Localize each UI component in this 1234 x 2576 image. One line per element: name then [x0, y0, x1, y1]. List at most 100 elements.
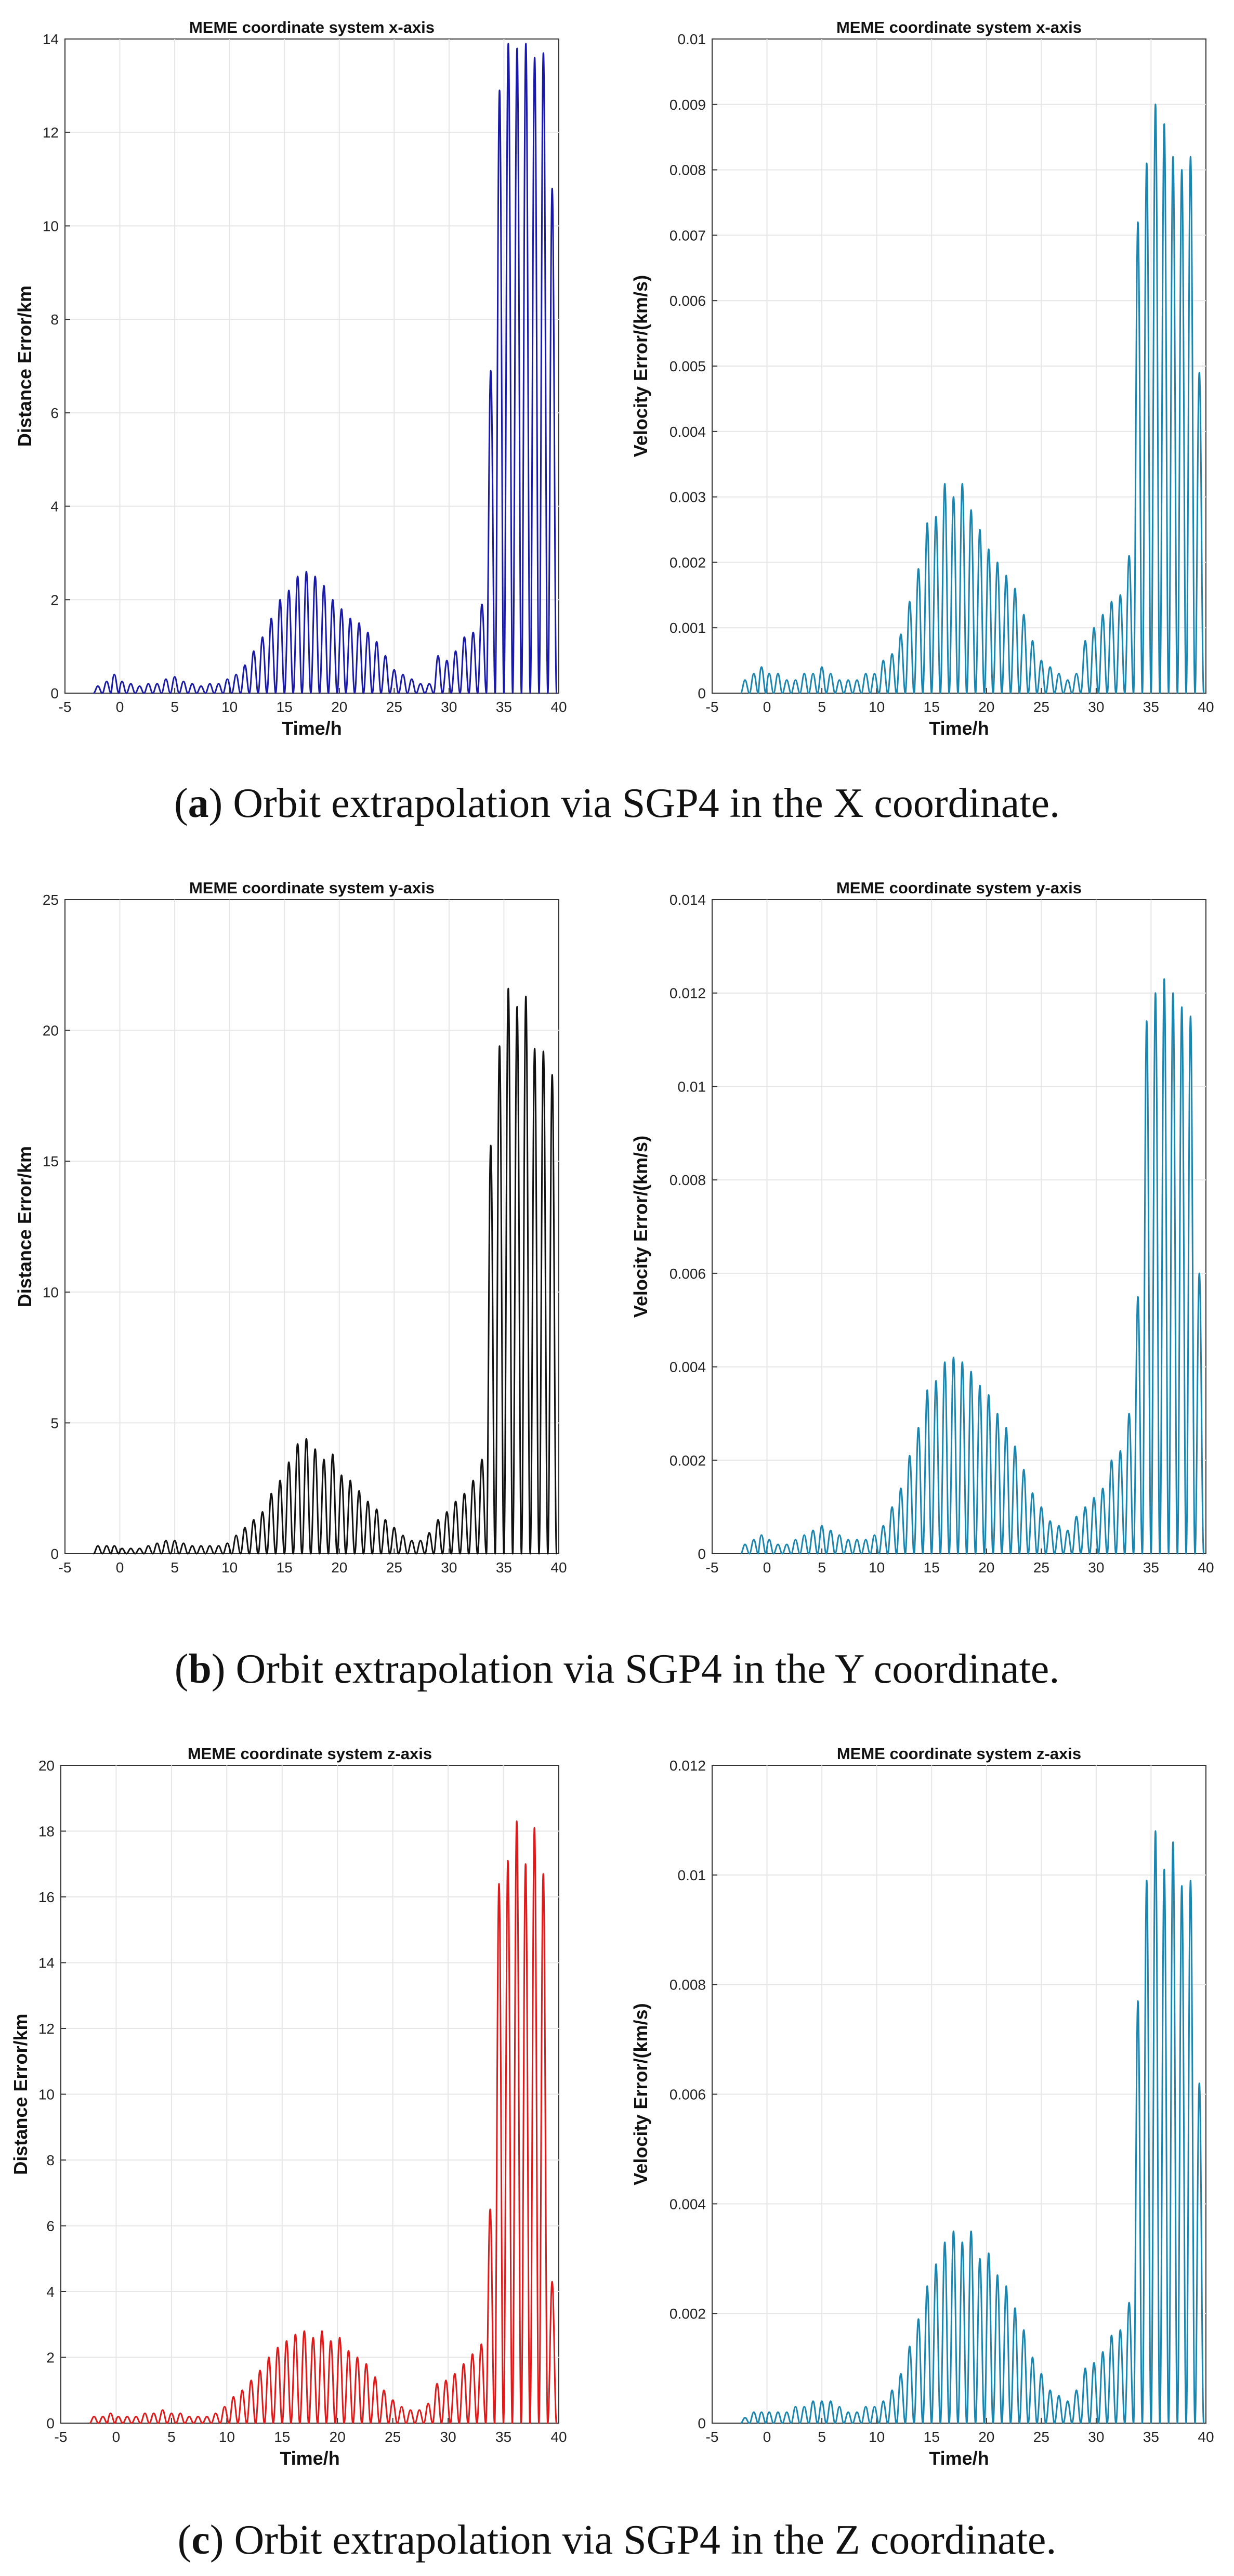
x-tick-label: 30: [441, 699, 457, 715]
y-tick-label: 0.012: [669, 1758, 706, 1774]
plot-area: [64, 38, 559, 694]
x-tick-label: 35: [1143, 2429, 1159, 2445]
x-tick-label: 5: [170, 1559, 179, 1576]
x-tick-label: -5: [59, 699, 72, 715]
y-tick-label: 0.007: [669, 227, 706, 243]
x-tick-label: -5: [706, 699, 719, 715]
y-tick-label: 5: [50, 1415, 59, 1431]
chart-title: MEME coordinate system x-axis: [836, 18, 1082, 36]
y-axis-label: Distance Error/km: [10, 2013, 31, 2175]
x-tick-label: 10: [869, 699, 885, 715]
series-line-z-velocity-error: [740, 1830, 1205, 2424]
y-tick-label: 0.01: [678, 1078, 706, 1095]
x-tick-label: 25: [386, 699, 402, 715]
x-tick-label: 15: [277, 1559, 293, 1576]
x-tick-label: 15: [274, 2429, 290, 2445]
x-tick-label: 25: [1033, 699, 1049, 715]
y-tick-label: 0.002: [669, 1452, 706, 1468]
y-tick-label: 0.012: [669, 985, 706, 1001]
chart-title: MEME coordinate system y-axis: [836, 879, 1082, 897]
chart-title: MEME coordinate system z-axis: [837, 1745, 1081, 1763]
y-tick-label: 0.004: [669, 1359, 706, 1375]
y-tick-label: 8: [46, 2152, 55, 2168]
y-tick-label: 0.008: [669, 1977, 706, 1993]
x-tick-label: -5: [59, 1559, 72, 1576]
x-tick-label: 5: [818, 1559, 826, 1576]
y-tick-label: 0.006: [669, 1266, 706, 1282]
caption-a: (a) Orbit extrapolation via SGP4 in the …: [174, 780, 1060, 826]
plot-area: [712, 899, 1206, 1554]
y-tick-label: 8: [50, 311, 59, 328]
x-tick-label: 5: [170, 699, 179, 715]
y-tick-label: 12: [43, 125, 59, 141]
y-tick-label: 10: [38, 2087, 55, 2103]
x-tick-label: -5: [55, 2429, 68, 2445]
y-tick-label: 18: [38, 1824, 55, 1840]
caption-c-letter: c: [191, 2517, 210, 2563]
y-tick-label: 0.002: [669, 554, 706, 570]
y-axis-label: Velocity Error/(km/s): [630, 1136, 651, 1318]
y-tick-label: 0.004: [669, 2196, 706, 2212]
x-tick-label: 20: [978, 699, 994, 715]
x-tick-label: 35: [495, 2429, 511, 2445]
x-tick-label: 40: [1198, 2429, 1214, 2445]
y-tick-label: 2: [50, 592, 59, 608]
x-tick-label: 0: [763, 2429, 771, 2445]
y-tick-label: 0.001: [669, 620, 706, 636]
x-tick-label: -5: [706, 1559, 719, 1576]
y-tick-label: 0: [698, 1546, 706, 1562]
chart-c-distance: -5 0 5 10 15 20 25 30 35 4002468101214161820MEME …: [10, 1745, 567, 2469]
x-tick-label: 35: [1143, 1559, 1159, 1576]
chart-title: MEME coordinate system y-axis: [189, 879, 435, 897]
chart-title: MEME coordinate system x-axis: [189, 18, 435, 36]
x-tick-label: 20: [330, 2429, 346, 2445]
y-tick-label: 6: [46, 2218, 55, 2234]
x-tick-label: -5: [706, 2429, 719, 2445]
y-tick-label: 0.006: [669, 293, 706, 309]
y-tick-label: 0: [698, 685, 706, 701]
y-axis-label: Distance Error/km: [14, 285, 35, 447]
x-tick-label: 25: [385, 2429, 401, 2445]
x-tick-label: 25: [1033, 2429, 1049, 2445]
caption-b-text: Orbit extrapolation via SGP4 in the Y co…: [225, 1646, 1060, 1692]
y-tick-label: 0.002: [669, 2306, 706, 2322]
x-tick-label: 15: [277, 699, 293, 715]
y-tick-label: 14: [43, 31, 59, 47]
y-tick-label: 6: [50, 405, 59, 421]
x-tick-label: 40: [550, 1559, 567, 1576]
x-tick-label: 35: [496, 699, 512, 715]
y-tick-label: 0.01: [678, 31, 706, 47]
x-tick-label: 40: [550, 699, 567, 715]
y-tick-label: 0: [698, 2415, 706, 2431]
y-axis-label: Velocity Error/(km/s): [630, 275, 651, 457]
x-axis-label: Time/h: [280, 2448, 339, 2469]
series-line-x-velocity-error: [740, 103, 1205, 694]
caption-c: (c) Orbit extrapolation via SGP4 in the …: [177, 2517, 1057, 2563]
x-axis-label: Time/h: [929, 718, 989, 739]
x-tick-label: 20: [978, 2429, 994, 2445]
y-tick-label: 15: [43, 1153, 59, 1169]
x-tick-label: 20: [978, 1559, 994, 1576]
chart-c-velocity: -5 0 5 10 15 20 25 30 35 4000.0020.0040.0060.0080…: [630, 1745, 1214, 2469]
y-tick-label: 14: [38, 1955, 55, 1971]
x-tick-label: 30: [1088, 2429, 1104, 2445]
x-tick-label: 30: [1088, 1559, 1104, 1576]
x-tick-label: 5: [167, 2429, 176, 2445]
y-tick-label: 0.01: [678, 1867, 706, 1883]
x-tick-label: 20: [331, 1559, 347, 1576]
x-tick-label: 35: [496, 1559, 512, 1576]
x-tick-label: 15: [924, 1559, 940, 1576]
y-tick-label: 2: [46, 2350, 55, 2366]
x-tick-label: 5: [818, 699, 826, 715]
x-tick-label: 35: [1143, 699, 1159, 715]
y-tick-label: 0.005: [669, 358, 706, 374]
x-tick-label: 10: [869, 1559, 885, 1576]
y-tick-label: 4: [50, 499, 59, 515]
y-tick-label: 25: [43, 892, 59, 908]
chart-title: MEME coordinate system z-axis: [188, 1745, 432, 1763]
y-tick-label: 0.004: [669, 424, 706, 440]
x-tick-label: 10: [221, 699, 238, 715]
y-tick-label: 0: [46, 2415, 55, 2431]
